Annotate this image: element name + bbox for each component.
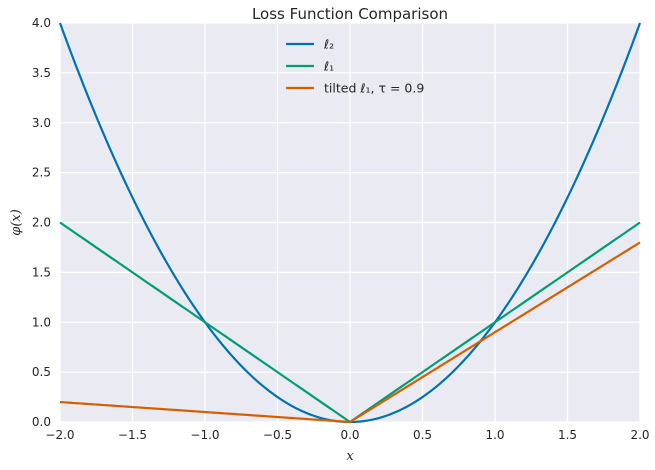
x-tick-label: 0.0 xyxy=(340,428,359,442)
y-tick-label: 0.0 xyxy=(32,415,51,429)
y-tick-label: 1.5 xyxy=(32,265,51,279)
x-axis-label: x xyxy=(346,449,354,464)
y-tick-label: 2.0 xyxy=(32,216,51,230)
x-tick-label: 1.0 xyxy=(485,428,504,442)
x-tick-label: −1.0 xyxy=(190,428,219,442)
legend-label: ℓ₁ xyxy=(323,59,334,74)
x-tick-label: 2.0 xyxy=(630,428,649,442)
y-tick-label: 2.5 xyxy=(32,166,51,180)
y-tick-label: 3.0 xyxy=(32,116,51,130)
legend-label: tilted ℓ₁, τ = 0.9 xyxy=(324,81,424,96)
y-tick-label: 4.0 xyxy=(32,16,51,30)
x-tick-label: −2.0 xyxy=(45,428,74,442)
legend: ℓ₂ ℓ₁ tilted ℓ₁, τ = 0.9 xyxy=(286,37,424,96)
x-tick-labels: −2.0 −1.5 −1.0 −0.5 0.0 0.5 1.0 1.5 2.0 xyxy=(45,428,649,442)
y-axis-label: φ(x) xyxy=(9,209,24,236)
series-line-3 xyxy=(59,241,641,424)
x-tick-label: −0.5 xyxy=(263,428,292,442)
x-tick-label: 0.5 xyxy=(413,428,432,442)
y-tick-label: 0.5 xyxy=(32,365,51,379)
series-layer xyxy=(58,22,642,424)
x-tick-label: 1.5 xyxy=(558,428,577,442)
chart-title: Loss Function Comparison xyxy=(252,5,448,23)
y-tick-label: 1.0 xyxy=(32,315,51,329)
y-tick-labels: 0.0 0.5 1.0 1.5 2.0 2.5 3.0 3.5 4.0 xyxy=(32,16,51,429)
legend-label: ℓ₂ xyxy=(323,37,334,52)
y-tick-label: 3.5 xyxy=(32,66,51,80)
x-tick-label: −1.5 xyxy=(118,428,147,442)
